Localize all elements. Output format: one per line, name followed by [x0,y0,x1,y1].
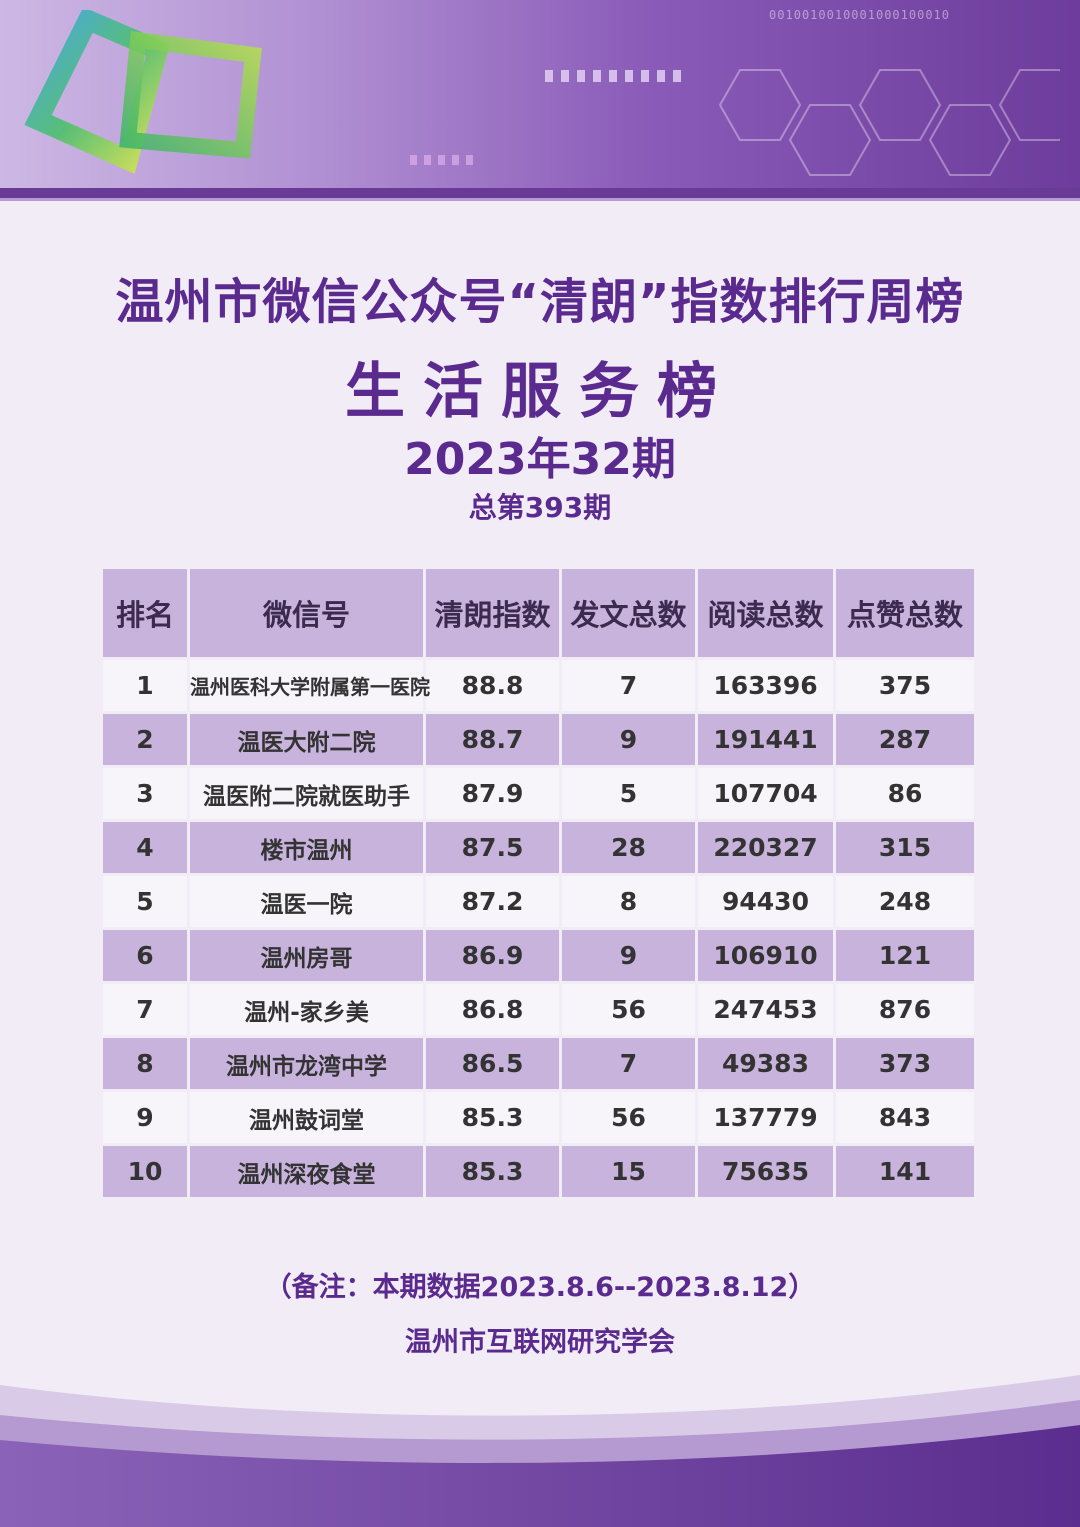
likes-cell: 287 [836,714,974,765]
col-header-account: 微信号 [190,569,423,657]
likes-cell: 375 [836,660,974,711]
account-name-cell: 温医附二院就医助手 [190,768,423,819]
account-name-cell: 温州市龙湾中学 [190,1038,423,1089]
col-header-rank: 排名 [103,569,187,657]
reads-cell: 163396 [698,660,833,711]
issue-period: 2023年32期 [404,434,676,485]
likes-cell: 876 [836,984,974,1035]
account-name-cell: 温州-家乡美 [190,984,423,1035]
banner-strip [0,188,1080,198]
col-header-likes: 点赞总数 [836,569,974,657]
likes-cell: 373 [836,1038,974,1089]
posts-cell: 9 [562,930,695,981]
index-cell: 86.5 [426,1038,559,1089]
reads-cell: 94430 [698,876,833,927]
footer-wave-decoration [0,1375,1080,1527]
reads-cell: 107704 [698,768,833,819]
col-header-posts: 发文总数 [562,569,695,657]
reads-cell: 106910 [698,930,833,981]
account-name-cell: 温医一院 [190,876,423,927]
checker-decoration [545,70,685,82]
total-issue-number: 总第393期 [468,491,612,524]
logo-graphic [24,10,262,174]
rank-cell: 4 [103,822,187,873]
posts-cell: 15 [562,1146,695,1197]
posts-cell: 7 [562,660,695,711]
likes-cell: 141 [836,1146,974,1197]
posts-cell: 56 [562,984,695,1035]
page-title: 温州市微信公众号“清朗”指数排行周榜 [115,274,965,330]
account-name-cell: 温医大附二院 [190,714,423,765]
posts-cell: 5 [562,768,695,819]
reads-cell: 137779 [698,1092,833,1143]
reads-cell: 191441 [698,714,833,765]
likes-cell: 248 [836,876,974,927]
reads-cell: 49383 [698,1038,833,1089]
reads-cell: 75635 [698,1146,833,1197]
table-row: 3 温医附二院就医助手 87.9 5 107704 86 [103,768,974,819]
organization-name: 温州市互联网研究学会 [405,1327,675,1358]
rank-cell: 1 [103,660,187,711]
index-cell: 87.2 [426,876,559,927]
table-row: 1 温州医科大学附属第一医院 88.8 7 163396 375 [103,660,974,711]
index-cell: 85.3 [426,1092,559,1143]
reads-cell: 247453 [698,984,833,1035]
rank-cell: 9 [103,1092,187,1143]
posts-cell: 9 [562,714,695,765]
rank-cell: 6 [103,930,187,981]
account-name-cell: 楼市温州 [190,822,423,873]
checker-decoration-2 [410,155,480,165]
hexagon-decoration [718,69,1060,176]
list-category-title: 生活服务榜 [345,357,735,427]
index-cell: 87.5 [426,822,559,873]
header-banner: 0010010010001000100010 [0,0,1080,188]
banner-strip-light [0,198,1080,201]
ranking-table: 排名 微信号 清朗指数 发文总数 阅读总数 点赞总数 1 温州医科大学附属第一医… [100,566,977,1200]
rank-cell: 7 [103,984,187,1035]
account-name-cell: 温州医科大学附属第一医院 [190,660,430,711]
account-name-cell: 温州深夜食堂 [190,1146,423,1197]
table-row: 6 温州房哥 86.9 9 106910 121 [103,930,974,981]
table-row: 4 楼市温州 87.5 28 220327 315 [103,822,974,873]
index-cell: 86.8 [426,984,559,1035]
index-cell: 85.3 [426,1146,559,1197]
posts-cell: 7 [562,1038,695,1089]
binary-decoration: 0010010010001000100010 [769,8,950,22]
account-name-cell: 温州房哥 [190,930,423,981]
table-row: 5 温医一院 87.2 8 94430 248 [103,876,974,927]
col-header-index: 清朗指数 [426,569,559,657]
table-row: 2 温医大附二院 88.7 9 191441 287 [103,714,974,765]
rank-cell: 5 [103,876,187,927]
rank-cell: 10 [103,1146,187,1197]
reads-cell: 220327 [698,822,833,873]
likes-cell: 121 [836,930,974,981]
rank-cell: 3 [103,768,187,819]
data-period-note: （备注：本期数据2023.8.6--2023.8.12） [264,1272,816,1303]
index-cell: 88.7 [426,714,559,765]
index-cell: 88.8 [426,660,559,711]
likes-cell: 315 [836,822,974,873]
table-row: 10 温州深夜食堂 85.3 15 75635 141 [103,1146,974,1197]
index-cell: 87.9 [426,768,559,819]
table-row: 8 温州市龙湾中学 86.5 7 49383 373 [103,1038,974,1089]
table-row: 7 温州-家乡美 86.8 56 247453 876 [103,984,974,1035]
col-header-reads: 阅读总数 [698,569,833,657]
table-header-row: 排名 微信号 清朗指数 发文总数 阅读总数 点赞总数 [103,569,974,657]
index-cell: 86.9 [426,930,559,981]
posts-cell: 56 [562,1092,695,1143]
posts-cell: 8 [562,876,695,927]
likes-cell: 86 [836,768,974,819]
rank-cell: 2 [103,714,187,765]
rank-cell: 8 [103,1038,187,1089]
likes-cell: 843 [836,1092,974,1143]
posts-cell: 28 [562,822,695,873]
account-name-cell: 温州鼓词堂 [190,1092,423,1143]
table-row: 9 温州鼓词堂 85.3 56 137779 843 [103,1092,974,1143]
